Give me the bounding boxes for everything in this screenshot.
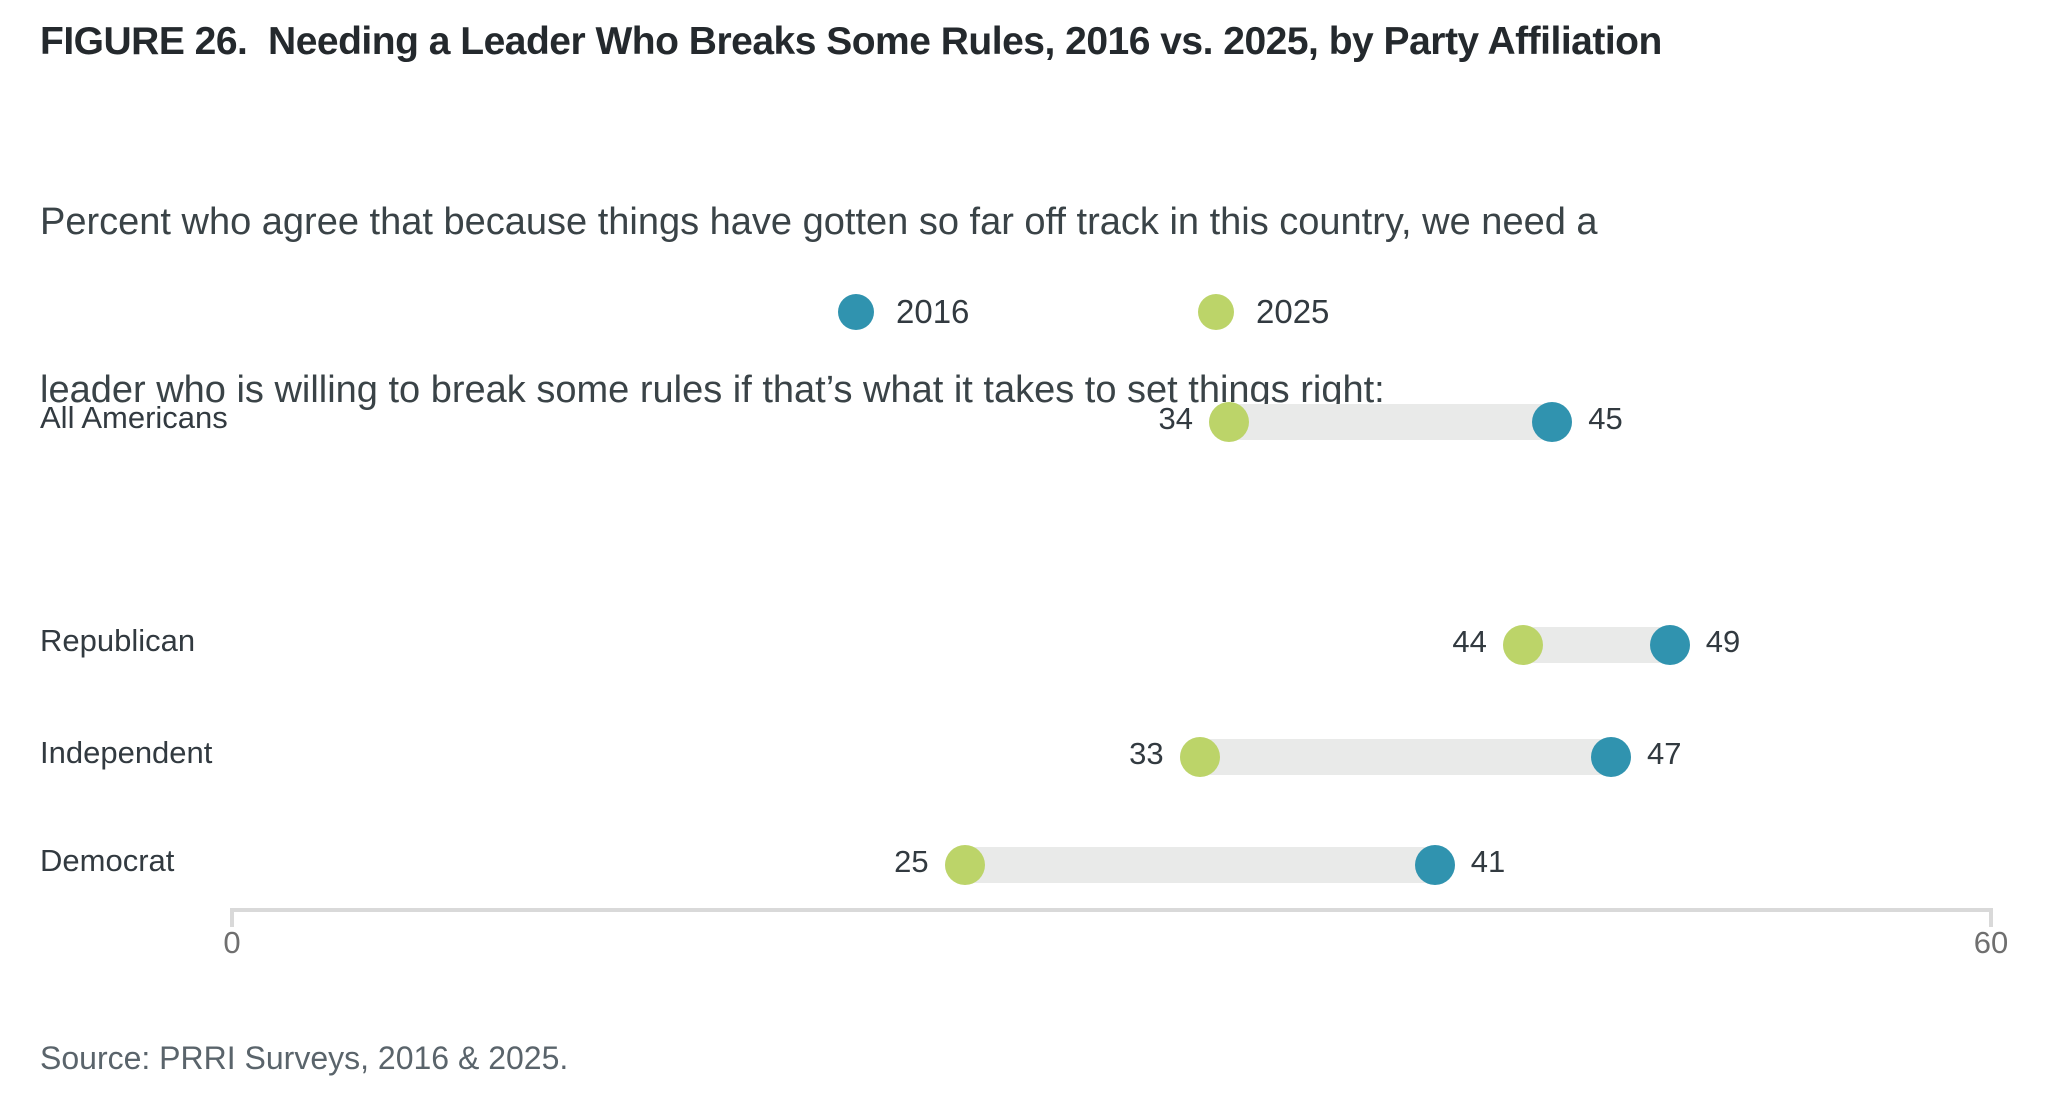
- legend-dot-2016-icon: [838, 294, 874, 330]
- category-label: Republican: [40, 623, 196, 658]
- dumbbell-track: [1209, 404, 1573, 440]
- value-label-2016: 45: [1588, 401, 1623, 436]
- category-label: Democrat: [40, 843, 175, 878]
- x-axis-label-min: 0: [223, 925, 241, 960]
- dot-2016: [1591, 737, 1632, 777]
- dot-2016: [1532, 402, 1573, 442]
- dot-2025: [1502, 625, 1543, 665]
- value-label-2016: 49: [1705, 624, 1741, 659]
- legend-dot-2025-icon: [1198, 294, 1234, 330]
- x-axis-line: [230, 908, 1993, 912]
- legend-label-2025: 2025: [1256, 293, 1330, 330]
- legend-item-2016: 2016: [838, 290, 969, 334]
- dot-2016: [1649, 625, 1690, 665]
- legend-item-2025: 2025: [1198, 290, 1329, 334]
- value-label-2025: 25: [894, 844, 929, 879]
- legend-label-2016: 2016: [896, 293, 970, 330]
- source-note: Source: PRRI Surveys, 2016 & 2025.: [40, 1040, 569, 1076]
- legend: 2016 2025: [0, 290, 2064, 334]
- value-label-2025: 34: [1158, 401, 1194, 436]
- dumbbell-track: [944, 847, 1455, 883]
- x-axis-tick-0: [230, 908, 234, 927]
- value-label-2025: 44: [1452, 624, 1487, 659]
- dot-2025: [1209, 402, 1250, 442]
- value-label-2016: 47: [1647, 736, 1682, 771]
- x-axis-label-max: 60: [1973, 925, 2009, 960]
- value-label-2025: 33: [1129, 736, 1164, 771]
- dot-2025: [1179, 737, 1220, 777]
- figure-subtitle-line2: leader who is willing to break some rule…: [40, 369, 1385, 411]
- figure-subtitle-line1: Percent who agree that because things ha…: [40, 201, 1598, 243]
- figure-subtitle: Percent who agree that because things ha…: [40, 82, 1598, 530]
- figure-title: FIGURE 26. Needing a Leader Who Breaks S…: [40, 20, 1662, 63]
- dumbbell-track: [1179, 739, 1631, 775]
- category-label: All Americans: [40, 400, 228, 435]
- x-axis-tick-60: [1989, 908, 1993, 927]
- dot-2016: [1414, 845, 1455, 885]
- value-label-2016: 41: [1470, 844, 1506, 879]
- dot-2025: [944, 845, 985, 885]
- category-label: Independent: [40, 735, 213, 770]
